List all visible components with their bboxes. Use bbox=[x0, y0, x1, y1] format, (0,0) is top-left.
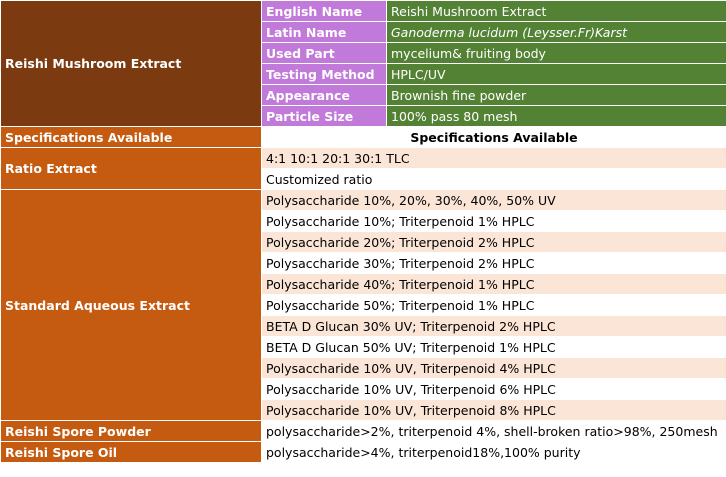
product-title-cell: Reishi Mushroom Extract bbox=[0, 0, 262, 127]
spec-value: Polysaccharide 10% UV, Triterpenoid 4% H… bbox=[261, 357, 726, 379]
attribute-label: Latin Name bbox=[261, 21, 387, 43]
attribute-value: Ganoderma lucidum (Leysser.Fr)Karst bbox=[386, 21, 726, 43]
spec-value: Polysaccharide 20%; Triterpenoid 2% HPLC bbox=[261, 231, 726, 253]
specifications-heading: Specifications Available bbox=[261, 126, 726, 148]
attribute-value: mycelium& fruiting body bbox=[386, 42, 726, 64]
spec-value: BETA D Glucan 30% UV; Triterpenoid 2% HP… bbox=[261, 315, 726, 337]
spec-value: polysaccharide>2%, triterpenoid 4%, shel… bbox=[261, 420, 726, 442]
spec-row: Reishi Spore Powder polysaccharide>2%, tr… bbox=[0, 420, 726, 442]
attribute-value: Brownish fine powder bbox=[386, 84, 726, 106]
attribute-row: Testing Method HPLC/UV bbox=[1, 63, 726, 85]
spec-value: Polysaccharide 30%; Triterpenoid 2% HPLC bbox=[261, 252, 726, 274]
attribute-row: Used Part mycelium& fruiting body bbox=[1, 42, 726, 64]
attribute-label: Testing Method bbox=[261, 63, 387, 85]
attribute-label: English Name bbox=[261, 0, 387, 22]
spec-value: Polysaccharide 10% UV, Triterpenoid 6% H… bbox=[261, 378, 726, 400]
spec-table: Reishi Mushroom Extract English Name Reish… bbox=[0, 0, 726, 463]
spec-value: Polysaccharide 50%; Triterpenoid 1% HPLC bbox=[261, 294, 726, 316]
specifications-label: Specifications Available bbox=[0, 126, 262, 148]
spec-row: Standard Aqueous Extract Polysaccharide 1… bbox=[0, 189, 726, 421]
spec-row: Polysaccharide 10% UV, Triterpenoid 6% H… bbox=[1, 378, 726, 400]
section-label: Standard Aqueous Extract bbox=[0, 189, 262, 421]
spec-value: Customized ratio bbox=[261, 168, 726, 190]
spec-row: Polysaccharide 50%; Triterpenoid 1% HPLC bbox=[1, 294, 726, 316]
attribute-value: Reishi Mushroom Extract bbox=[386, 0, 726, 22]
spec-value: polysaccharide>4%, triterpenoid18%,100% … bbox=[261, 441, 726, 463]
attribute-value: 100% pass 80 mesh bbox=[386, 105, 726, 127]
specifications-header-row: Specifications Available Specifications A… bbox=[0, 126, 726, 148]
attribute-label: Particle Size bbox=[261, 105, 387, 127]
spec-value: Polysaccharide 40%; Triterpenoid 1% HPLC bbox=[261, 273, 726, 295]
spec-value: Polysaccharide 10% UV, Triterpenoid 8% H… bbox=[261, 399, 726, 421]
attribute-row: Reishi Mushroom Extract English Name Reish… bbox=[0, 0, 726, 127]
section-label: Ratio Extract bbox=[0, 147, 262, 190]
spec-value: Polysaccharide 10%, 20%, 30%, 40%, 50% U… bbox=[261, 189, 726, 211]
spec-row: BETA D Glucan 30% UV; Triterpenoid 2% HP… bbox=[1, 315, 726, 337]
spec-row: Polysaccharide 30%; Triterpenoid 2% HPLC bbox=[1, 252, 726, 274]
attribute-row: Latin Name Ganoderma lucidum (Leysser.Fr)… bbox=[1, 21, 726, 43]
spec-value: 4:1 10:1 20:1 30:1 TLC bbox=[261, 147, 726, 169]
spec-row: Customized ratio bbox=[1, 168, 726, 190]
spec-value: Polysaccharide 10%; Triterpenoid 1% HPLC bbox=[261, 210, 726, 232]
spec-row: Polysaccharide 10% UV, Triterpenoid 4% H… bbox=[1, 357, 726, 379]
attribute-value: HPLC/UV bbox=[386, 63, 726, 85]
section-label: Reishi Spore Oil bbox=[0, 441, 262, 463]
spec-row: Polysaccharide 20%; Triterpenoid 2% HPLC bbox=[1, 231, 726, 253]
spec-value: BETA D Glucan 50% UV; Triterpenoid 1% HP… bbox=[261, 336, 726, 358]
spec-row: Reishi Spore Oil polysaccharide>4%, trite… bbox=[0, 441, 726, 463]
spec-row: BETA D Glucan 50% UV; Triterpenoid 1% HP… bbox=[1, 336, 726, 358]
spec-row: Ratio Extract 4:1 10:1 20:1 30:1 TLC bbox=[0, 147, 726, 190]
spec-row: Polysaccharide 40%; Triterpenoid 1% HPLC bbox=[1, 273, 726, 295]
section-label: Reishi Spore Powder bbox=[0, 420, 262, 442]
attribute-label: Appearance bbox=[261, 84, 387, 106]
attribute-row: Particle Size 100% pass 80 mesh bbox=[1, 105, 726, 127]
attribute-label: Used Part bbox=[261, 42, 387, 64]
spec-table-body: Reishi Mushroom Extract English Name Reish… bbox=[0, 0, 726, 463]
